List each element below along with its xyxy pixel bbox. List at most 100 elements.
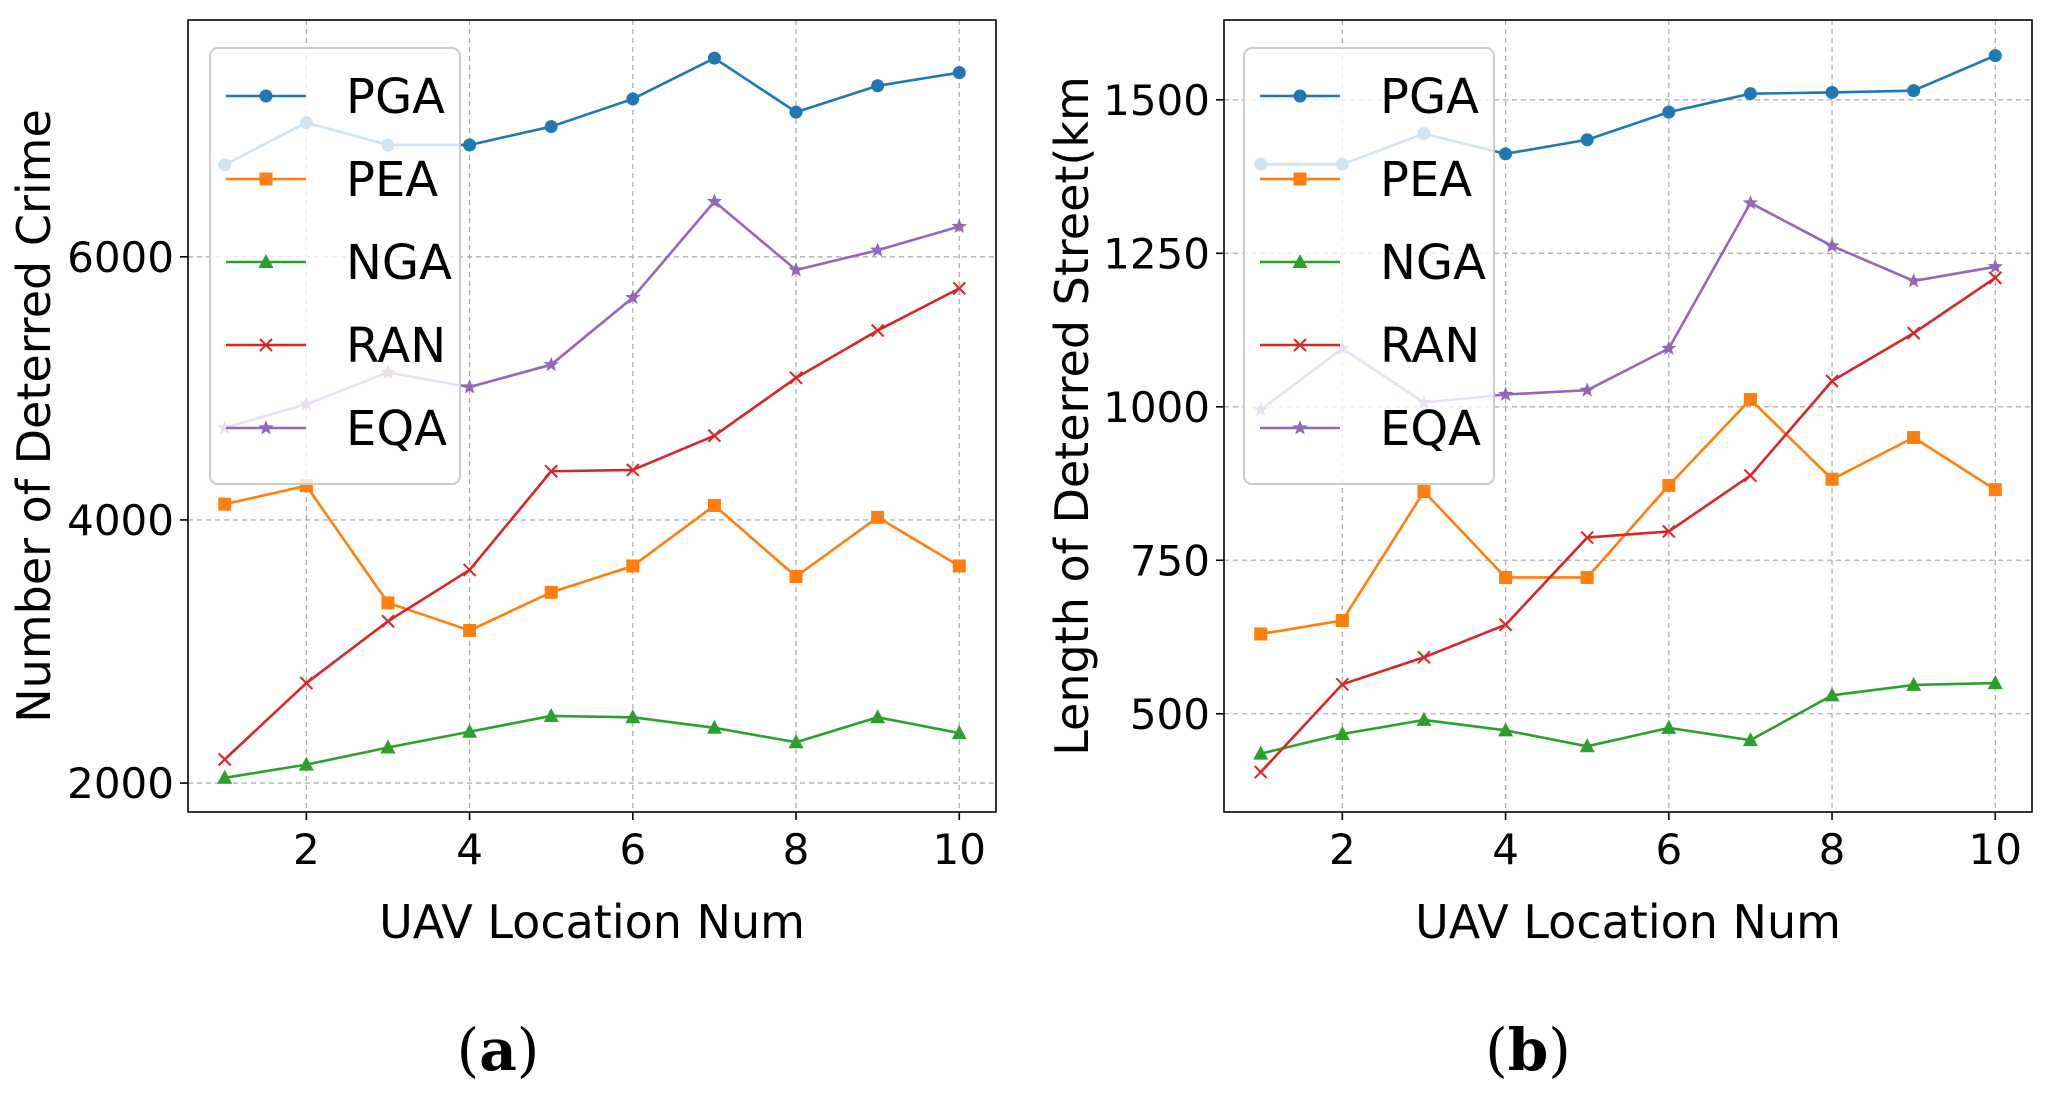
panel-a-pga-point [626, 92, 640, 106]
panel-a-pea-point [544, 585, 558, 599]
panel-a-legend-eqa-label: EQA [346, 401, 447, 457]
panel-b-pea-point [1825, 472, 1839, 486]
panel-b-legend-eqa-label: EQA [1380, 401, 1481, 457]
panel-b-x-tick-label: 4 [1492, 825, 1519, 874]
panel-a: 2 4 6 8 10 2000 4000 6000 UAV Location Num Numb… [7, 19, 997, 1084]
panel-a-nga-point [870, 709, 886, 724]
panel-b-pea-point [1499, 570, 1513, 584]
panel-b-nga-point [1253, 745, 1269, 760]
panel-b-pea-point [1907, 430, 1921, 444]
panel-b-ran-point [1825, 374, 1839, 388]
panel-b-nga-point [1742, 732, 1758, 747]
panel-a-legend-nga-label: NGA [346, 235, 452, 291]
panel-a-ran-point [381, 614, 395, 628]
panel-a-eqa-point [951, 218, 967, 234]
panel-a-legend-pea-label: PEA [346, 152, 438, 208]
panel-b-legend: PGA PEA NGA RAN EQA [1243, 47, 1495, 485]
panel-a-ticks: 2 4 6 8 10 2000 4000 6000 [67, 233, 986, 874]
panel-a-y-tick-label: 2000 [67, 759, 174, 808]
panel-b-y-tick-label: 750 [1130, 536, 1210, 585]
panel-a-nga-point [951, 725, 967, 740]
panel-b-x-tick-label: 8 [1819, 825, 1846, 874]
panel-a-legend-ran-marker [259, 338, 273, 352]
panel-b-pga-point [1825, 85, 1839, 99]
panel-a-pga-point [789, 105, 803, 119]
panel-b-y-axis-label: Length of Deterred Street(km [1045, 76, 1099, 756]
panel-a-nga-point [706, 719, 722, 734]
panel-b-eqa-point [1987, 258, 2003, 274]
panel-b-eqa-point [1497, 386, 1514, 401]
panel-b-nga-point [1824, 687, 1840, 702]
panel-b-nga-point [1498, 722, 1514, 737]
panel-b-pea-point [1743, 392, 1757, 406]
panel-b-pga-point [1499, 147, 1513, 161]
panel-b-ran-line [1259, 276, 1996, 773]
panel-b-nga-point [1334, 726, 1350, 741]
panel-a-axes-frame [187, 19, 997, 813]
panel-b-y-tick-label: 1250 [1103, 229, 1210, 278]
panel-b-pea-point [1988, 483, 2002, 497]
panel-a-y-tick-label: 6000 [67, 233, 174, 282]
panel-a-y-tick-label: 4000 [67, 496, 174, 545]
panel-a-pea-point [789, 570, 803, 584]
panel-a-caption-letter: a [479, 1016, 517, 1084]
panel-b-pea-point [1254, 627, 1268, 641]
panel-a-eqa-point [625, 289, 641, 305]
panel-b-legend-nga-label: NGA [1380, 235, 1486, 291]
panel-b-x-tick-label: 2 [1329, 825, 1356, 874]
panel-b-y-tick-label: 1000 [1103, 383, 1210, 432]
panel-a-pga-point [544, 120, 558, 134]
panel-b-eqa-point [1742, 194, 1759, 210]
panel-b-eqa-point [1906, 272, 1922, 288]
panel-a-ran-point [218, 752, 232, 767]
panel-b-ran-point [1743, 468, 1758, 483]
panel-a-legend-nga-marker [258, 254, 274, 268]
panel-b-eqa-point [1824, 237, 1840, 253]
panel-b-nga-point [1661, 719, 1677, 734]
panel-a-x-tick-label: 4 [456, 825, 483, 874]
panel-b-legend-pga-label: PGA [1380, 69, 1479, 125]
panel-a-x-tick-label: 10 [933, 825, 986, 874]
panel-a-ran-line [223, 287, 960, 761]
panel-b-ran-point [1254, 765, 1268, 779]
panel-a-legend-pea-marker [259, 172, 273, 186]
panel-a-x-tick-label: 2 [293, 825, 320, 874]
panel-b-eqa-point [1661, 340, 1677, 355]
panel-a-pea-point [707, 498, 721, 512]
panel-a-eqa-point [788, 261, 804, 277]
panel-a-nga-point [380, 739, 396, 754]
panel-b-nga-point [1416, 711, 1432, 726]
panel-b-pea-point [1335, 613, 1349, 627]
panel-a-eqa-point [461, 379, 478, 394]
panel-b-legend-box [1243, 47, 1495, 485]
panel-b-pga-point [1907, 84, 1921, 98]
panel-a-caption: (a) [457, 1016, 540, 1084]
panel-b-eqa-point [1579, 382, 1595, 397]
panel-b-pea-line [1260, 398, 1996, 636]
panel-a-ran-point [544, 464, 558, 478]
panel-b-legend-nga-marker [1292, 254, 1308, 268]
panel-a-x-axis-label: UAV Location Num [379, 895, 805, 949]
panel-a-eqa-point [706, 193, 723, 209]
panel-a-pga-point [707, 51, 721, 65]
panel-a-pga-point [463, 138, 477, 152]
panel-a-pea-point [626, 559, 640, 573]
panel-b-legend-ran-marker [1293, 338, 1307, 352]
panel-b-legend-pea-label: PEA [1380, 152, 1472, 208]
panel-b-x-tick-label: 10 [1969, 825, 2022, 874]
panel-a-ran-point [626, 463, 640, 477]
panel-b-legend-pea-marker [1293, 172, 1307, 186]
panel-b-nga-point [1906, 676, 1922, 691]
panel-b-caption: (b) [1485, 1016, 1571, 1084]
panel-a-ran-point [870, 323, 885, 338]
panel-b-legend-ran-label: RAN [1380, 318, 1480, 374]
panel-a-legend-ran-label: RAN [346, 318, 446, 374]
panel-a-eqa-point [543, 356, 559, 372]
panel-b-pga-point [1988, 49, 2002, 63]
panel-b-ran-point [1580, 530, 1594, 545]
panel-b-pga-point [1743, 87, 1757, 101]
panel-a-pga-point [871, 79, 885, 93]
panel-a-pea-point [218, 497, 232, 511]
panel-b-nga-point [1987, 675, 2003, 690]
